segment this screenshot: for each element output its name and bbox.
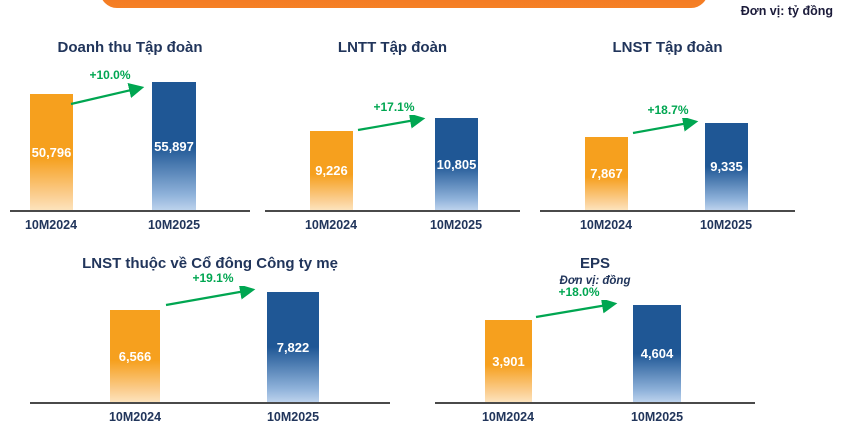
plot-area: 6,566 7,822 +19.1% [30,271,390,402]
bar-10m2025: 4,604 [633,305,681,402]
category-label: 10M2024 [579,218,633,232]
chart-title: LNTT Tập đoàn [337,39,448,56]
category-label: 10M2025 [147,218,201,232]
growth-label: +17.1% [373,100,415,114]
growth-label: +18.7% [647,103,689,117]
bar-value: 3,901 [492,353,525,369]
plot-area: 3,901 4,604 +18.0% [435,285,755,402]
chart-title: LNST thuộc về Cổ đông Công ty mẹ [82,255,338,272]
bar-10m2025: 10,805 [435,118,478,210]
x-axis-line [30,402,390,404]
category-axis: 10M2024 10M2025 [435,410,755,428]
lnst-chart: LNST Tập đoàn 7,867 9,335 +18.7% 10M2024… [540,30,795,236]
category-axis: 10M2024 10M2025 [30,410,390,428]
category-label: 10M2025 [429,218,483,232]
bar-10m2025: 7,822 [267,292,319,402]
bar-10m2025: 55,897 [152,82,196,210]
growth-indicator: +10.0% [68,68,152,107]
x-axis-line [10,210,250,212]
x-axis-line [540,210,795,212]
plot-area: 7,867 9,335 +18.7% [540,80,795,210]
growth-label: +18.0% [558,285,600,299]
growth-arrow-icon [632,118,699,135]
category-label: 10M2025 [630,410,684,424]
category-label: 10M2024 [108,410,162,424]
growth-indicator: +18.0% [533,285,625,320]
bar-value: 55,897 [154,138,194,154]
header-banner-pill [100,0,708,8]
category-label: 10M2024 [24,218,78,232]
growth-label: +19.1% [192,271,234,285]
unit-note: Đơn vị: tỷ đồng [740,4,833,18]
bar-10m2025: 9,335 [705,123,748,210]
bar-10m2024: 6,566 [110,310,160,402]
growth-arrow-icon [165,286,256,307]
bar-value: 6,566 [118,348,152,364]
category-axis: 10M2024 10M2025 [540,218,795,236]
bar-10m2024: 9,226 [310,131,353,210]
growth-arrow-icon [357,115,426,132]
growth-arrow-icon [70,83,145,106]
lntt-chart: LNTT Tập đoàn 9,226 10,805 +17.1% 10M202… [265,30,520,236]
category-label: 10M2024 [481,410,535,424]
eps-chart: EPS Đơn vị: đồng 3,901 4,604 +18.0% 10M2… [435,248,755,428]
chart-title: LNST Tập đoàn [612,39,723,56]
x-axis-line [435,402,755,404]
plot-area: 9,226 10,805 +17.1% [265,80,520,210]
parent-lnst-chart: LNST thuộc về Cổ đông Công ty mẹ 6,566 7… [30,248,390,428]
bar-value: 50,796 [31,144,72,160]
bar-value: 4,604 [640,346,674,361]
chart-title: Doanh thu Tập đoàn [57,39,203,56]
plot-area: 50,796 55,897 +10.0% [10,68,250,210]
bar-10m2024: 3,901 [485,320,532,402]
revenue-chart: Doanh thu Tập đoàn 50,796 55,897 +10.0% … [10,30,250,236]
growth-indicator: +18.7% [630,103,706,136]
category-axis: 10M2024 10M2025 [10,218,250,236]
bar-10m2024: 7,867 [585,137,628,210]
x-axis-line [265,210,520,212]
bar-value: 7,867 [590,166,623,181]
growth-arrow-icon [535,300,618,319]
growth-label: +10.0% [89,68,131,82]
bar-value: 10,805 [436,156,477,172]
chart-subtitle: Đơn vị: đồng [559,275,631,287]
category-axis: 10M2024 10M2025 [265,218,520,236]
category-label: 10M2025 [266,410,320,424]
bar-value: 9,335 [710,159,743,174]
growth-indicator: +17.1% [355,100,433,133]
category-label: 10M2025 [699,218,753,232]
bar-value: 7,822 [276,339,310,355]
bar-value: 9,226 [315,163,348,178]
bar-10m2024: 50,796 [30,94,73,210]
category-label: 10M2024 [304,218,358,232]
growth-indicator: +19.1% [163,271,263,308]
chart-title: EPS [579,255,610,272]
